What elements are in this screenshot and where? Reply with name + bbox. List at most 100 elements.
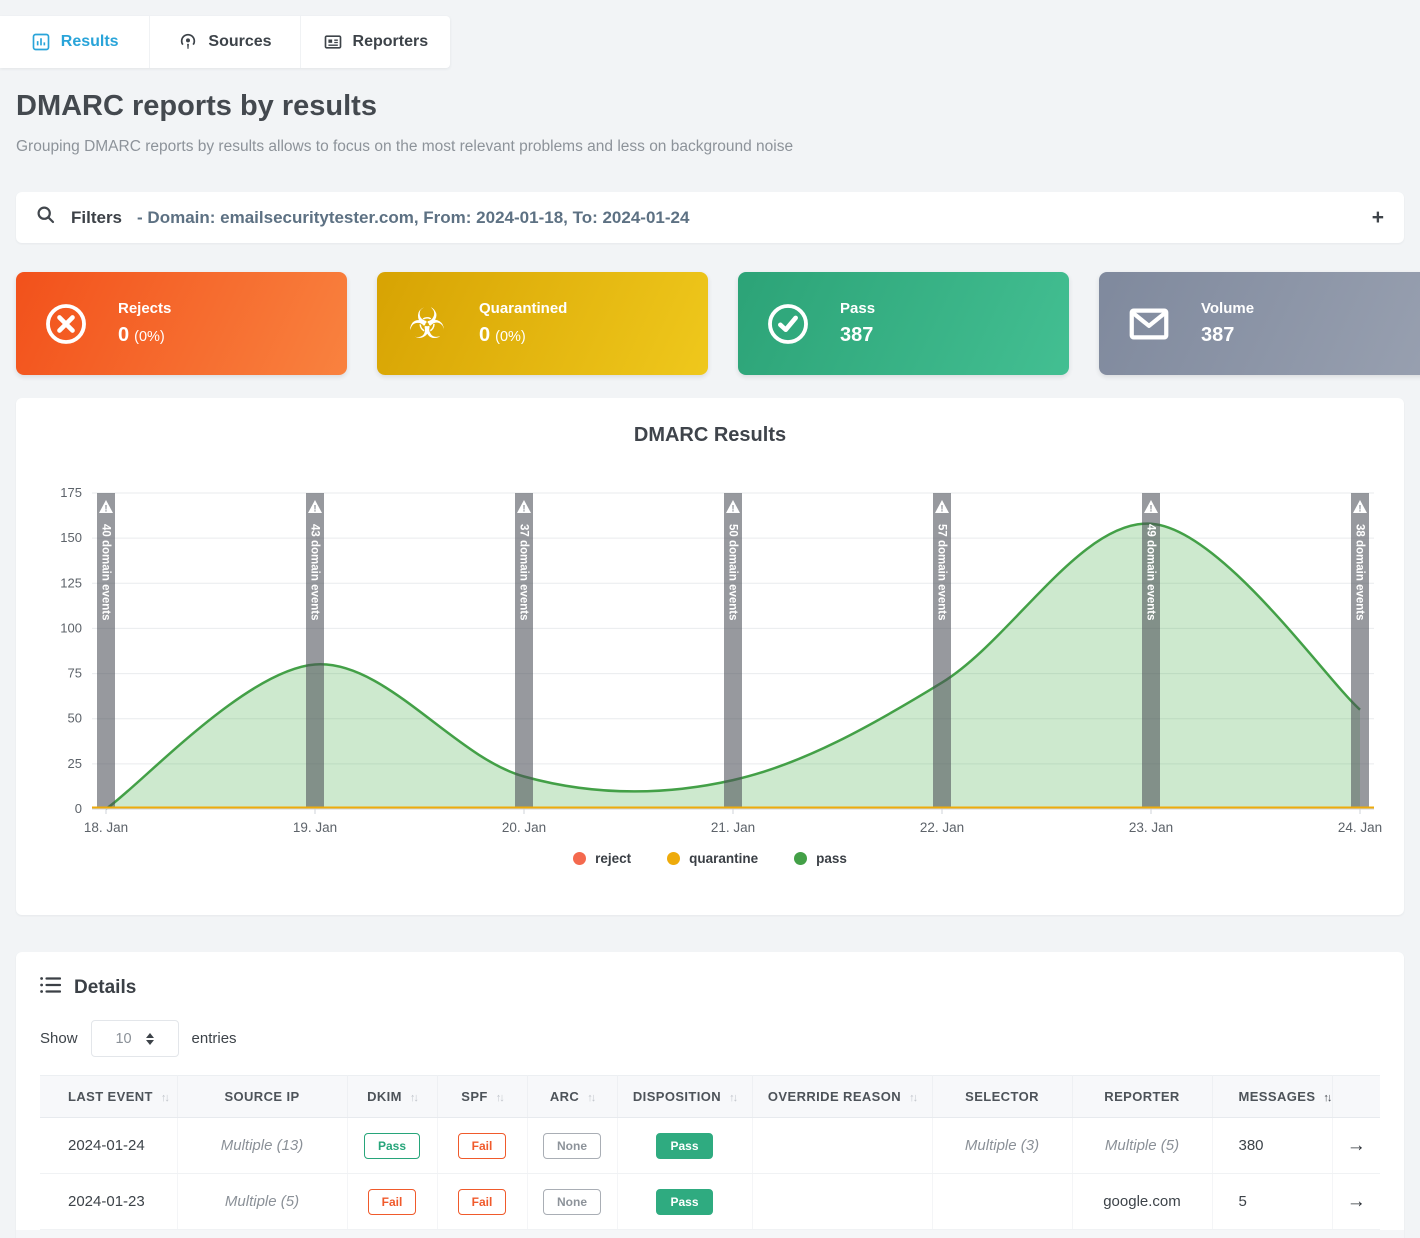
svg-text:43 domain events: 43 domain events <box>309 524 321 621</box>
cell-arc: None <box>527 1117 618 1174</box>
cell-last-event: 2024-01-24 <box>40 1117 178 1174</box>
arrow-right-icon[interactable]: → <box>1346 1134 1366 1156</box>
tab-results[interactable]: Results <box>0 16 151 68</box>
card-pass: Pass 387 <box>738 272 1069 375</box>
card-label: Volume <box>1201 300 1255 317</box>
circle-x-icon <box>42 300 90 348</box>
cell-override-reason <box>752 1173 933 1230</box>
sort-icon: ↑↓ <box>160 1092 170 1104</box>
podcast-icon <box>178 32 198 52</box>
view-tabs: Results Sources Reporters <box>0 16 450 68</box>
chart-title: DMARC Results <box>633 424 787 446</box>
svg-text:57 domain events: 57 domain events <box>936 524 948 621</box>
svg-text:22. Jan: 22. Jan <box>920 820 964 835</box>
svg-text:20. Jan: 20. Jan <box>502 820 546 835</box>
cell-reporter: Multiple (5) <box>1072 1117 1213 1174</box>
svg-text:23. Jan: 23. Jan <box>1129 820 1173 835</box>
sort-icon: ↑↓ <box>495 1092 505 1104</box>
expand-filters-button[interactable]: + <box>1371 206 1384 229</box>
status-badge: Fail <box>457 1132 507 1159</box>
column-header-override-reason[interactable]: OVERRIDE REASON ↑↓ <box>752 1075 933 1118</box>
svg-text:40 domain events: 40 domain events <box>100 524 112 621</box>
legend-label: reject <box>595 851 632 866</box>
cell-action: → <box>1332 1173 1380 1230</box>
tab-label: Reporters <box>352 33 429 50</box>
column-header-disposition[interactable]: DISPOSITION ↑↓ <box>617 1075 753 1118</box>
svg-text:24. Jan: 24. Jan <box>1338 820 1382 835</box>
cell-last-event: 2024-01-23 <box>40 1173 178 1230</box>
cell-selector <box>932 1173 1073 1230</box>
cell-disposition: Pass <box>617 1117 753 1174</box>
status-badge: Fail <box>367 1188 417 1215</box>
cell-dkim: Pass <box>347 1117 438 1174</box>
sort-icon: ↑↓ <box>587 1092 596 1104</box>
details-table: LAST EVENT ↑↓ SOURCE IP DKIM ↑↓ SPF ↑↓ ARC ↑↓ DIS… <box>40 1075 1380 1230</box>
cell-messages: 380 <box>1212 1117 1333 1174</box>
column-header-dkim[interactable]: DKIM ↑↓ <box>347 1075 438 1118</box>
card-value: 0 <box>118 324 130 346</box>
tab-sources[interactable]: Sources <box>150 16 301 68</box>
tab-label: Sources <box>208 33 272 50</box>
legend-item-quarantine[interactable]: quarantine <box>667 851 758 866</box>
column-header-spf[interactable]: SPF ↑↓ <box>437 1075 528 1118</box>
table-row: 2024-01-24 Multiple (13) Pass Fail None Pass M… <box>40 1117 1380 1174</box>
cell-reporter: google.com <box>1072 1173 1213 1230</box>
card-label: Rejects <box>118 300 172 317</box>
svg-text:50 domain events: 50 domain events <box>727 524 739 621</box>
svg-text:150: 150 <box>60 530 82 545</box>
svg-text:!: ! <box>1359 504 1362 514</box>
next-row-partial <box>16 1230 1404 1238</box>
page-size-row: Show 10 entries <box>40 1020 1380 1057</box>
svg-text:125: 125 <box>60 575 82 590</box>
show-label: Show <box>40 1030 78 1047</box>
card-label: Pass <box>840 300 876 317</box>
svg-text:38 domain events: 38 domain events <box>1354 524 1366 621</box>
cell-source-ip: Multiple (13) <box>177 1117 348 1174</box>
details-title-text: Details <box>74 977 137 998</box>
svg-text:!: ! <box>941 504 944 514</box>
card-percent: (0%) <box>134 329 165 345</box>
page-subtitle: Grouping DMARC reports by results allows… <box>16 138 794 155</box>
cell-spf: Fail <box>437 1173 528 1230</box>
page-title: DMARC reports by results <box>16 90 377 122</box>
column-header-messages[interactable]: MESSAGES ↑↓ <box>1212 1075 1333 1118</box>
filters-label: Filters <box>71 207 123 227</box>
legend-dot-pass <box>794 852 808 865</box>
list-icon <box>40 976 62 1000</box>
arrow-right-icon[interactable]: → <box>1346 1190 1366 1212</box>
summary-cards: Rejects 0 (0%) ☣ Quarantined 0 (0%) Pass 3… <box>16 272 1420 375</box>
envelope-icon <box>1125 300 1173 348</box>
svg-text:49 domain events: 49 domain events <box>1145 524 1157 621</box>
column-header-reporter: REPORTER <box>1072 1075 1213 1118</box>
card-percent: (0%) <box>495 329 526 345</box>
page-size-value: 10 <box>115 1030 132 1047</box>
entries-label: entries <box>191 1030 237 1047</box>
cell-source-ip: Multiple (5) <box>177 1173 348 1230</box>
svg-text:21. Jan: 21. Jan <box>711 820 755 835</box>
newspaper-icon <box>323 32 343 52</box>
status-badge: Pass <box>363 1132 421 1159</box>
svg-text:!: ! <box>105 504 108 514</box>
column-header-last-event[interactable]: LAST EVENT ↑↓ <box>40 1075 178 1118</box>
sort-icon: ↑↓ <box>729 1092 738 1104</box>
svg-text:175: 175 <box>60 485 82 500</box>
legend-item-pass[interactable]: pass <box>794 851 847 866</box>
column-header-arc[interactable]: ARC ↑↓ <box>527 1075 618 1118</box>
chart-legend: reject quarantine pass <box>32 851 1388 866</box>
filters-summary: - Domain: emailsecuritytester.com, From:… <box>137 207 690 227</box>
search-icon <box>36 205 56 230</box>
details-title: Details <box>40 976 1380 1000</box>
svg-text:!: ! <box>732 504 735 514</box>
page-size-select[interactable]: 10 <box>90 1020 179 1057</box>
cell-messages: 5 <box>1212 1173 1333 1230</box>
legend-dot-quarantine <box>667 852 681 865</box>
tab-reporters[interactable]: Reporters <box>301 16 450 68</box>
dmarc-results-chart: 0 25 50 75 100 125 150 175! 40 domain events! 43 … <box>60 485 1382 835</box>
svg-text:25: 25 <box>68 756 82 771</box>
column-header-source-ip: SOURCE IP <box>177 1075 348 1118</box>
filters-bar[interactable]: Filters - Domain: emailsecuritytester.co… <box>16 192 1404 243</box>
cell-selector: Multiple (3) <box>932 1117 1073 1174</box>
card-label: Quarantined <box>479 300 568 317</box>
sort-icon: ↑↓ <box>1323 1092 1332 1104</box>
legend-item-reject[interactable]: reject <box>573 851 631 866</box>
